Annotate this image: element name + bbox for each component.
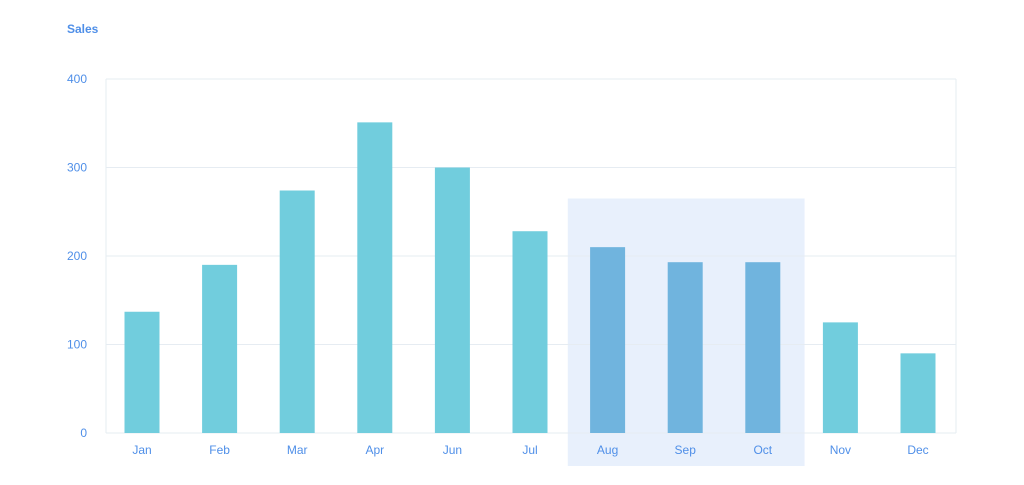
bar-jan[interactable]	[124, 311, 160, 433]
x-tick-label: Apr	[365, 443, 384, 457]
y-tick-label: 200	[67, 249, 87, 263]
bar-nov[interactable]	[822, 322, 858, 433]
x-tick-label: Oct	[753, 443, 772, 457]
x-tick-label: Jun	[443, 443, 462, 457]
x-tick-label: Dec	[907, 443, 928, 457]
x-tick-label: Nov	[830, 443, 851, 457]
y-tick-label: 300	[67, 161, 87, 175]
x-tick-label: Feb	[209, 443, 230, 457]
bar-aug[interactable]	[590, 247, 626, 433]
y-tick-label: 400	[67, 72, 87, 86]
x-tick-label: Jul	[522, 443, 537, 457]
bar-sep[interactable]	[667, 262, 703, 433]
y-tick-label: 0	[80, 426, 87, 440]
bar-apr[interactable]	[357, 122, 393, 434]
chart-title: Sales	[67, 22, 99, 36]
bar-jul[interactable]	[512, 231, 548, 433]
x-tick-label: Mar	[287, 443, 308, 457]
bar-dec[interactable]	[900, 353, 936, 433]
x-tick-label: Sep	[675, 443, 697, 457]
x-tick-label: Jan	[132, 443, 151, 457]
bar-oct[interactable]	[745, 262, 781, 433]
y-tick-label: 100	[67, 338, 87, 352]
bar-feb[interactable]	[202, 264, 238, 433]
x-tick-label: Aug	[597, 443, 618, 457]
bar-jun[interactable]	[434, 167, 470, 434]
bar-mar[interactable]	[279, 190, 315, 433]
